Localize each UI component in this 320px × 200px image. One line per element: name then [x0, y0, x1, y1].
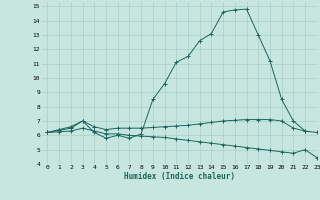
X-axis label: Humidex (Indice chaleur): Humidex (Indice chaleur): [124, 172, 235, 181]
